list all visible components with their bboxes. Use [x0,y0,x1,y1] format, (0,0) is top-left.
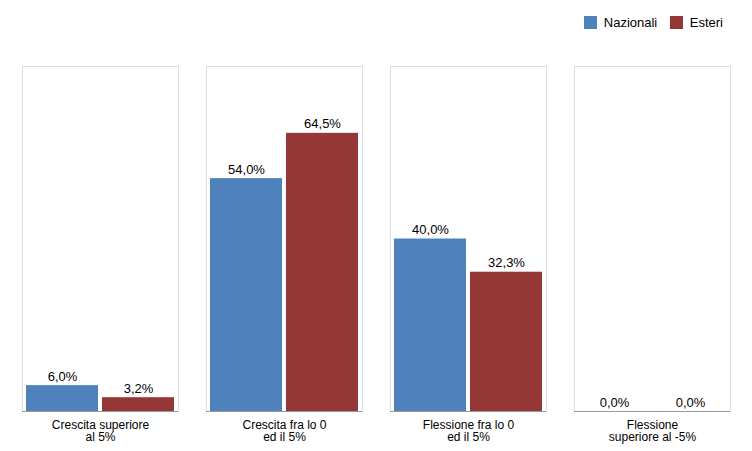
html-text:Esteri: Esteri [689,15,723,30]
svg-text:0,0%: 0,0% [600,394,630,409]
svg-text:0,0%: 0,0% [676,394,706,409]
svg-text:Flessionesuperiore al -5%: Flessionesuperiore al -5% [609,418,697,444]
svg-text:64,5%: 64,5% [304,116,341,131]
svg-text:40,0%: 40,0% [412,222,449,237]
svg-text:54,0%: 54,0% [228,161,265,176]
html-text:Nazionali: Nazionali [603,15,658,30]
svg-text:3,2%: 3,2% [124,380,154,395]
svg-text:Crescita fra lo 0ed il 5%: Crescita fra lo 0ed il 5% [242,418,326,444]
svg-text:6,0%: 6,0% [48,368,78,383]
svg-text:Crescita superioreal 5%: Crescita superioreal 5% [52,418,150,444]
svg-text:32,3%: 32,3% [488,255,525,270]
svg-text:Flessione fra lo 0ed il 5%: Flessione fra lo 0ed il 5% [423,418,515,444]
